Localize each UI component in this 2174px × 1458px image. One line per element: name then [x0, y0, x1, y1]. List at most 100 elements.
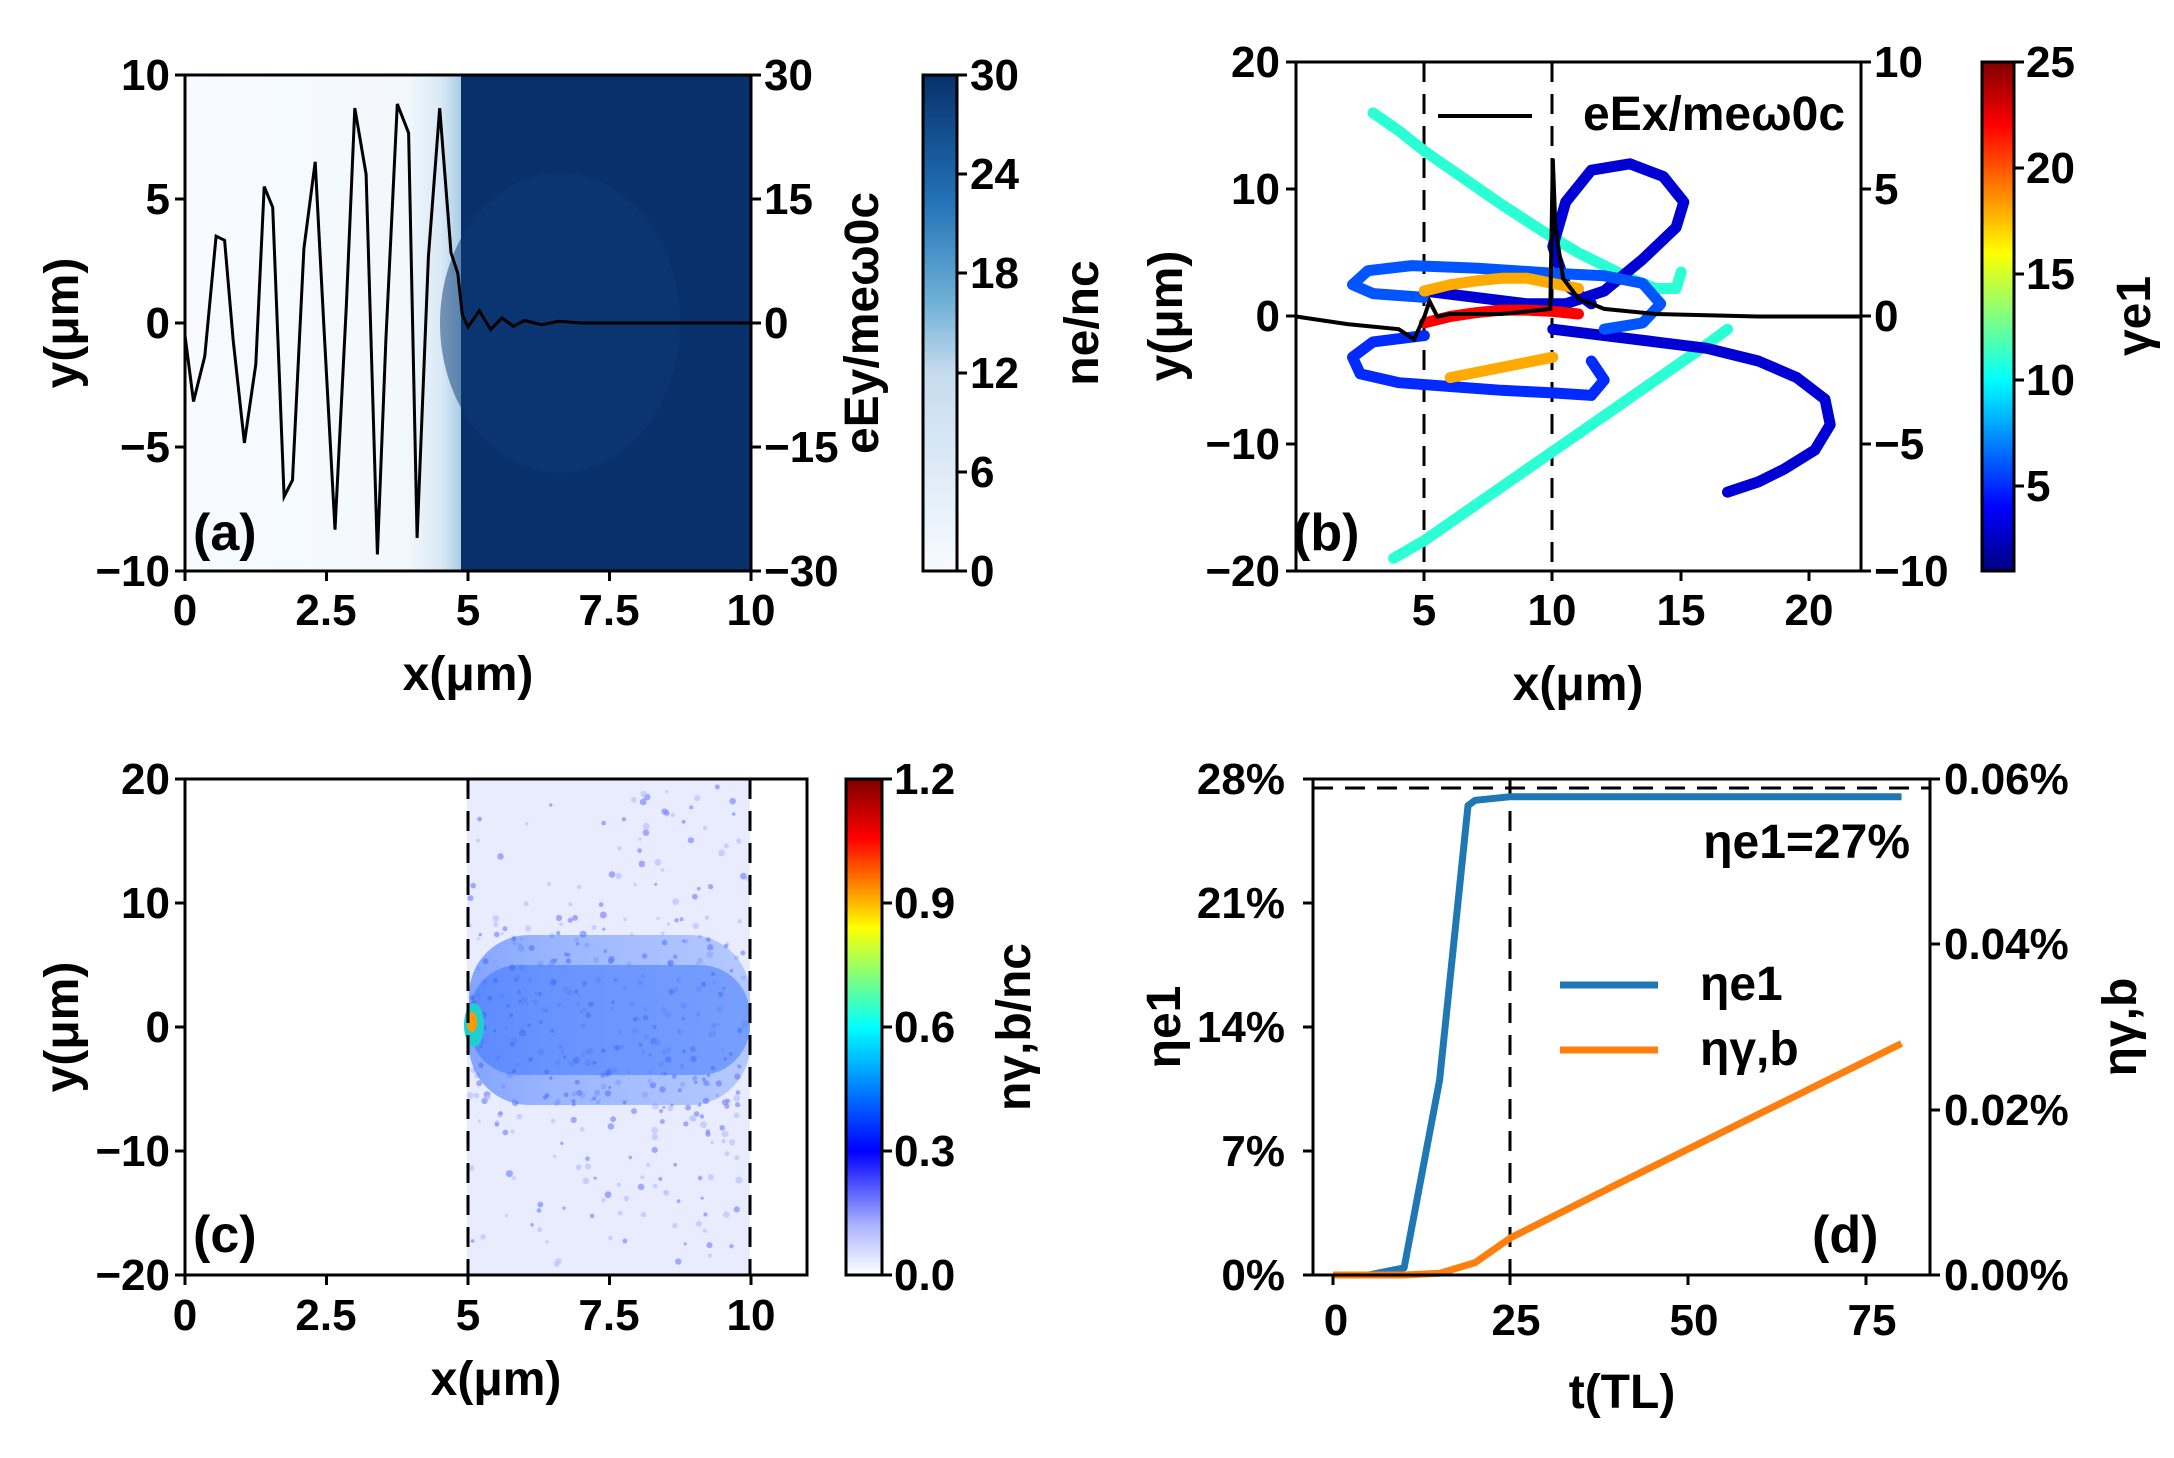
panel-c-speck	[660, 868, 665, 872]
panel-c-speck	[734, 1155, 740, 1161]
panel-b-tag: (b)	[1293, 504, 1359, 562]
panel-c-speck	[697, 886, 701, 891]
panel-c-speck	[676, 1199, 681, 1203]
panel-a-xtick-1: 2.5	[295, 586, 356, 635]
panel-c-speck	[585, 1163, 592, 1170]
panel-a-cbtick-0: 30	[970, 51, 1019, 100]
panel-c-speck	[661, 808, 668, 815]
panel-c-speck	[656, 916, 660, 921]
panel-c-speck	[697, 1175, 703, 1181]
panel-c-speck	[721, 1138, 726, 1144]
panel-c-speck	[725, 1098, 731, 1104]
panel-b-ex-line	[1295, 158, 1861, 343]
panel-c-speck	[477, 816, 482, 822]
panel-a-rtick-4: −30	[764, 547, 839, 596]
panel-c-speck	[695, 1220, 702, 1227]
panel-b-rtick-3: −5	[1874, 420, 1924, 469]
panel-c-cbtick-1: 0.9	[894, 879, 955, 928]
panel-c-speck	[601, 820, 606, 826]
panel-c-speck	[500, 932, 504, 936]
panel-a-xtick-2: 5	[456, 586, 480, 635]
panel-c-cbtick-3: 0.3	[894, 1127, 955, 1176]
panel-b-trajectories	[1347, 107, 1836, 564]
panel-d-annotation: ηe1=27%	[1703, 816, 1910, 869]
panel-d-xlabel: t(TL)	[1569, 1366, 1676, 1419]
panel-b-cbtick-4: 5	[2026, 462, 2050, 511]
panel-c-speck	[478, 933, 482, 937]
panel-d-rtick-1: 0.04%	[1944, 920, 2069, 969]
panel-d-rtick-3: 0.00%	[1944, 1251, 2069, 1300]
panel-c-ytick-0: 20	[121, 755, 170, 804]
panel-b-rtick-1: 5	[1874, 165, 1898, 214]
panel-c-speck	[702, 1228, 708, 1233]
panel-c-speck	[689, 805, 694, 810]
panel-a-ytick-3: −5	[120, 423, 170, 472]
panel-c-speck	[568, 902, 573, 907]
panel-c-speck	[466, 1092, 474, 1099]
panel-c-speck	[511, 1176, 516, 1181]
panel-c-speck	[651, 1146, 658, 1153]
panel-c-speck	[679, 917, 684, 922]
panel-a-ytick-1: 5	[146, 175, 170, 224]
panel-c-speck	[576, 884, 582, 890]
panel-c-speck	[662, 1105, 666, 1109]
panel-c-speck	[733, 1112, 740, 1119]
panel-a-cbtick-4: 6	[970, 448, 994, 497]
panel-b-legend-label: eEx/meω0c	[1583, 88, 1845, 141]
panel-c-speck	[589, 1213, 595, 1219]
panel-c-speck	[707, 1174, 714, 1181]
panel-c-speck	[630, 796, 637, 803]
panel-c-speck	[585, 1156, 590, 1161]
panel-c-speck	[608, 871, 616, 878]
panel-c-speck	[675, 1258, 682, 1265]
panel-c-speck	[504, 1214, 508, 1218]
panel-d-xtick-3: 75	[1848, 1296, 1897, 1345]
panel-c-speck	[723, 1211, 730, 1218]
panel-a-right-label: eEy/meω0c	[836, 192, 889, 454]
panel-d-ytick-0: 28%	[1197, 755, 1285, 804]
panel-c-speck	[681, 819, 686, 824]
panel-c-speck	[665, 789, 669, 794]
panel-a-xtick-0: 0	[173, 586, 197, 635]
panel-c-speck	[735, 1102, 741, 1108]
panel-b: 5 10 15 20 20 10 0 −10 −20 10 5 0 −5 −10…	[1140, 38, 2161, 711]
panel-c-speck	[651, 1126, 658, 1134]
panel-d-right-label: ηγ,b	[2094, 978, 2147, 1077]
panel-b-rtick-2: 0	[1874, 292, 1898, 341]
panel-c-speck	[615, 872, 622, 880]
panel-c-speck	[683, 1242, 687, 1246]
panel-c-speck	[705, 1129, 711, 1134]
panel-c-speck	[687, 837, 695, 844]
panel-c-speck	[733, 1206, 740, 1213]
panel-c-speck	[579, 1127, 585, 1132]
panel-c-speck	[703, 826, 708, 831]
panel-c-speck	[732, 812, 736, 816]
panel-c-speck	[616, 1182, 621, 1187]
panel-c-speck	[637, 1183, 645, 1191]
panel-a-rtick-2: 0	[764, 299, 788, 348]
panel-c-tag: (c)	[193, 1206, 257, 1264]
panel-b-cbtick-1: 20	[2026, 144, 2075, 193]
panel-c-speck	[737, 919, 742, 924]
panel-a-tag: (a)	[193, 504, 257, 562]
panel-a-ey-line	[183, 103, 751, 555]
panel-c-speck	[572, 914, 579, 921]
panel-c-speck	[640, 790, 647, 798]
panel-c-xtick-4: 10	[727, 1291, 776, 1340]
panel-c-speck	[670, 813, 675, 818]
panel-c-speck	[719, 1125, 725, 1131]
panel-c-speck	[492, 915, 500, 922]
panel-c-speck	[523, 901, 529, 907]
panel-c-speck	[560, 1141, 564, 1146]
panel-c-speck	[494, 1122, 499, 1127]
panel-c-colorbar-label: nγ,b/nc	[988, 943, 1041, 1111]
panel-c-speck	[481, 1097, 488, 1105]
panel-c-speck	[493, 931, 500, 938]
panel-c-speck	[476, 937, 480, 941]
panel-c-speck	[593, 1176, 597, 1180]
panel-c-speck	[646, 1163, 651, 1168]
panel-a-colorbar	[921, 73, 959, 573]
panel-d-ytick-3: 7%	[1221, 1127, 1285, 1176]
panel-c-speck	[622, 1238, 628, 1244]
panel-d-legend-label-e1: ηe1	[1700, 958, 1783, 1011]
